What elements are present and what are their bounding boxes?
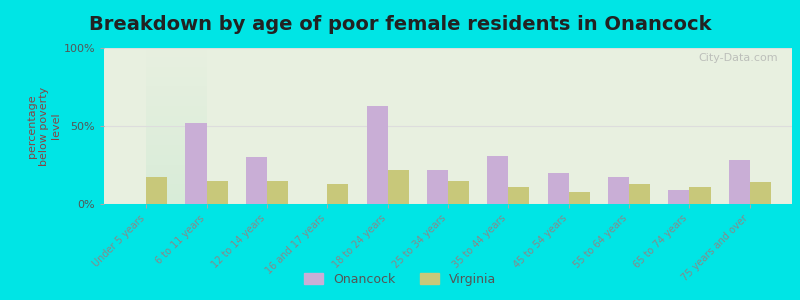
Bar — [569, 191, 590, 204]
Bar — [206, 181, 228, 204]
Bar — [366, 106, 388, 204]
Bar — [246, 157, 267, 204]
Bar — [146, 178, 167, 204]
Text: Breakdown by age of poor female residents in Onancock: Breakdown by age of poor female resident… — [89, 15, 711, 34]
Bar — [608, 178, 629, 204]
Bar — [487, 156, 508, 204]
Bar — [750, 182, 771, 204]
Bar — [508, 187, 530, 204]
Y-axis label: percentage
below poverty
level: percentage below poverty level — [27, 86, 61, 166]
Text: City-Data.com: City-Data.com — [698, 53, 778, 63]
Bar — [668, 190, 690, 204]
Bar — [729, 160, 750, 204]
Bar — [629, 184, 650, 204]
Bar — [690, 187, 710, 204]
Bar — [327, 184, 349, 204]
Legend: Onancock, Virginia: Onancock, Virginia — [299, 268, 501, 291]
Bar — [388, 170, 409, 204]
Bar — [186, 123, 206, 204]
Bar — [427, 170, 448, 204]
Bar — [267, 181, 288, 204]
Bar — [547, 173, 569, 204]
Bar — [448, 181, 469, 204]
